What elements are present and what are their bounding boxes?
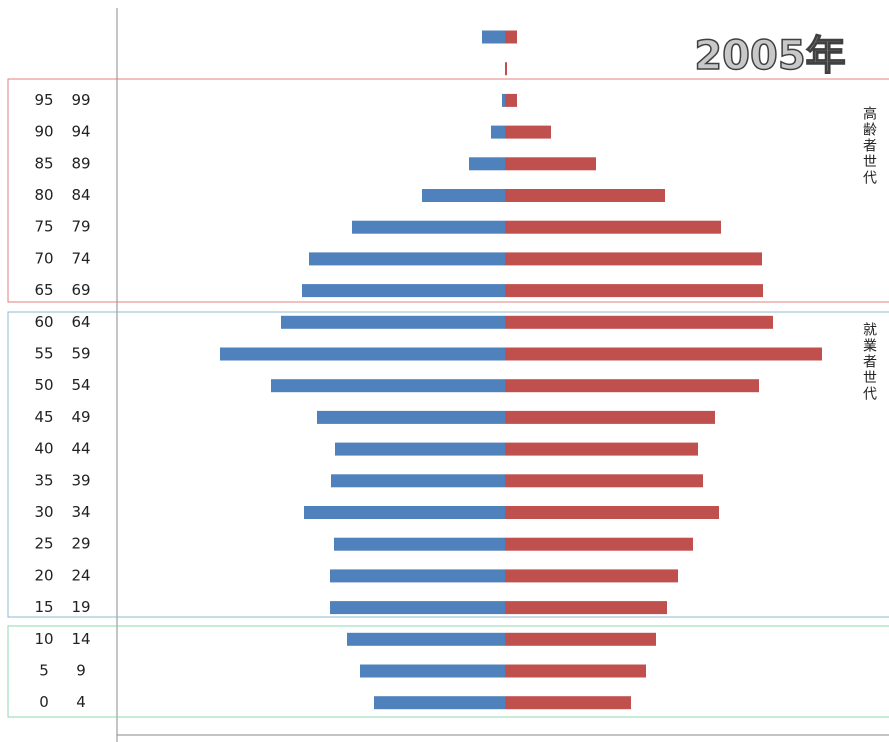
- age-from: 70: [34, 249, 53, 267]
- female-bar: [505, 537, 693, 551]
- age-to: 19: [71, 598, 90, 616]
- female-bar: [505, 220, 721, 234]
- female-bar: [505, 569, 678, 583]
- female-bar: [505, 347, 822, 361]
- age-to: 89: [71, 154, 90, 172]
- age-to: 29: [71, 535, 90, 553]
- age-to: 39: [71, 471, 90, 489]
- male-bar: [491, 125, 505, 139]
- age-from: 60: [34, 313, 53, 331]
- age-from: 30: [34, 503, 53, 521]
- male-bar: [352, 220, 505, 234]
- age-to: 49: [71, 408, 90, 426]
- age-from: 65: [34, 281, 53, 299]
- age-to: 69: [71, 281, 90, 299]
- female-bar: [505, 157, 596, 171]
- female-bar: [505, 93, 517, 107]
- male-bar: [469, 157, 505, 171]
- age-to: 14: [71, 630, 90, 648]
- male-bar: [335, 442, 505, 456]
- age-from: 5: [39, 662, 49, 680]
- female-bar: [505, 284, 763, 298]
- male-bar: [347, 632, 505, 646]
- male-bar: [220, 347, 505, 361]
- age-from: 50: [34, 376, 53, 394]
- male-bar: [502, 93, 505, 107]
- male-bar: [302, 284, 505, 298]
- age-to: 64: [71, 313, 90, 331]
- age-from: 80: [34, 186, 53, 204]
- age-from: 75: [34, 218, 53, 236]
- age-from: 15: [34, 598, 53, 616]
- age-to: 24: [71, 566, 90, 584]
- age-from: 20: [34, 566, 53, 584]
- age-to: 4: [76, 693, 86, 711]
- male-bar: [309, 252, 505, 266]
- age-from: 95: [34, 91, 53, 109]
- age-from: 25: [34, 535, 53, 553]
- age-to: 44: [71, 440, 90, 458]
- female-bar: [505, 62, 507, 76]
- age-to: 54: [71, 376, 90, 394]
- group-box: [7, 311, 889, 618]
- female-bar: [505, 506, 719, 519]
- male-bar: [330, 569, 505, 583]
- male-bar: [422, 189, 505, 202]
- age-from: 85: [34, 154, 53, 172]
- male-bar: [482, 30, 505, 44]
- male-bar: [304, 506, 505, 519]
- group-label: 高齢者世代: [861, 106, 877, 186]
- male-bar: [360, 664, 505, 678]
- age-from: 45: [34, 408, 53, 426]
- female-bar: [505, 442, 698, 456]
- female-bar: [505, 125, 551, 139]
- male-bar: [331, 474, 505, 488]
- female-bar: [505, 410, 715, 424]
- female-bar: [505, 189, 665, 202]
- male-bar: [330, 601, 505, 615]
- female-bar: [505, 252, 762, 266]
- female-bar: [505, 315, 773, 329]
- age-to: 79: [71, 218, 90, 236]
- age-from: 40: [34, 440, 53, 458]
- group-box: [7, 78, 889, 303]
- age-from: 55: [34, 345, 53, 363]
- age-to: 99: [71, 91, 90, 109]
- age-to: 74: [71, 249, 90, 267]
- year-annotation: 2005年: [694, 33, 845, 79]
- group-label: 就業者世代: [861, 322, 877, 402]
- age-to: 9: [76, 662, 86, 680]
- age-to: 59: [71, 345, 90, 363]
- female-bar: [505, 474, 703, 488]
- female-bar: [505, 379, 759, 393]
- male-bar: [334, 537, 505, 551]
- male-bar: [281, 315, 505, 329]
- male-bar: [317, 410, 505, 424]
- group-box: [7, 625, 889, 718]
- age-to: 94: [71, 123, 90, 141]
- female-bar: [505, 696, 631, 710]
- male-bar: [271, 379, 505, 393]
- age-to: 34: [71, 503, 90, 521]
- age-from: 0: [39, 693, 49, 711]
- age-from: 35: [34, 471, 53, 489]
- female-bar: [505, 30, 517, 44]
- female-bar: [505, 664, 646, 678]
- female-bar: [505, 632, 656, 646]
- male-bar: [374, 696, 505, 710]
- female-bar: [505, 601, 667, 615]
- age-to: 84: [71, 186, 90, 204]
- age-from: 90: [34, 123, 53, 141]
- age-from: 10: [34, 630, 53, 648]
